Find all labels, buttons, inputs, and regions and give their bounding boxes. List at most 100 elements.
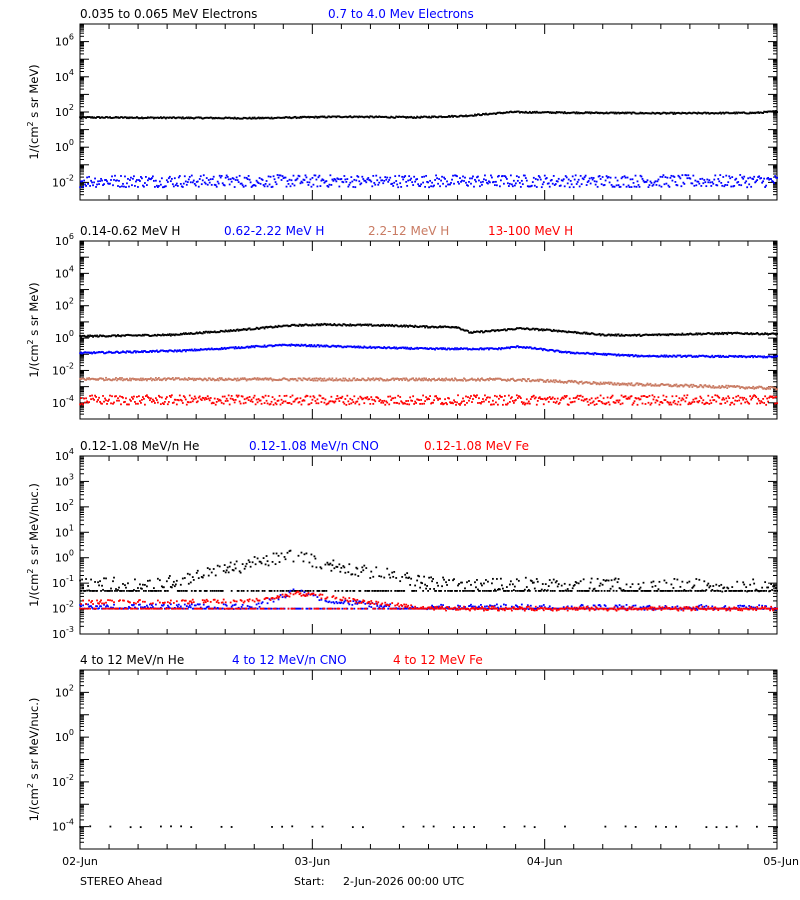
data-point <box>668 385 671 387</box>
data-point <box>353 395 356 398</box>
y-tick-label: 10-4 <box>52 394 74 410</box>
data-point <box>320 179 323 182</box>
data-point <box>203 181 206 184</box>
data-point <box>617 401 620 404</box>
data-point <box>297 377 300 380</box>
series-1-3 <box>79 394 778 406</box>
data-point <box>151 116 154 119</box>
data-point <box>669 384 672 386</box>
data-point <box>379 176 382 179</box>
data-point <box>506 328 509 331</box>
data-point <box>148 397 150 399</box>
data-point <box>160 334 163 337</box>
data-point <box>418 185 421 187</box>
data-point <box>349 345 352 348</box>
data-point <box>696 400 699 403</box>
data-point <box>412 395 415 398</box>
data-point <box>157 334 160 336</box>
data-point <box>131 184 133 187</box>
data-point <box>214 184 217 187</box>
data-point <box>546 110 549 113</box>
data-point <box>715 112 718 115</box>
data-point <box>624 176 627 179</box>
data-point <box>741 176 744 179</box>
data-point <box>631 111 634 114</box>
data-point <box>194 116 197 119</box>
data-point <box>683 355 686 357</box>
data-point <box>137 186 139 188</box>
data-point <box>124 378 126 381</box>
data-point <box>688 111 691 114</box>
data-point <box>674 112 677 115</box>
data-point <box>657 384 660 387</box>
data-point <box>91 181 93 184</box>
data-point <box>110 179 112 181</box>
data-point <box>384 346 387 349</box>
data-point <box>425 115 428 118</box>
data-point <box>446 325 448 328</box>
data-point <box>678 397 681 400</box>
data-point <box>637 354 640 357</box>
data-point <box>493 329 495 332</box>
data-point <box>730 385 733 388</box>
data-point <box>249 328 252 331</box>
data-point <box>209 178 212 181</box>
data-point <box>97 399 99 401</box>
data-point <box>678 385 681 388</box>
data-point <box>763 333 766 336</box>
data-point <box>112 378 114 381</box>
data-point <box>290 378 293 381</box>
data-point <box>332 324 335 326</box>
data-point <box>268 403 271 406</box>
data-point <box>743 355 746 358</box>
data-point <box>752 178 755 181</box>
data-point <box>284 400 287 403</box>
data-point <box>517 327 520 330</box>
data-point <box>727 111 730 114</box>
data-point <box>689 354 692 357</box>
data-point <box>105 116 107 118</box>
data-point <box>113 178 115 181</box>
data-point <box>646 396 649 398</box>
data-point <box>497 329 500 332</box>
data-point <box>763 402 766 404</box>
data-point <box>126 350 128 353</box>
data-point <box>395 115 398 118</box>
data-point <box>524 347 527 349</box>
data-point <box>299 377 302 380</box>
data-point <box>431 325 433 328</box>
data-point <box>639 111 642 114</box>
data-point <box>505 403 508 406</box>
data-point <box>500 379 503 382</box>
data-point <box>499 329 502 332</box>
data-point <box>525 398 528 401</box>
data-point <box>107 116 109 119</box>
data-point <box>574 112 577 115</box>
data-point <box>163 400 166 403</box>
data-point <box>578 112 581 115</box>
data-point <box>426 398 429 401</box>
data-point <box>757 386 760 389</box>
data-point <box>339 396 342 399</box>
data-point <box>578 332 581 335</box>
data-point <box>515 379 518 382</box>
data-point <box>269 344 272 347</box>
legend-entry: 0.035 to 0.065 MeV Electrons <box>80 7 257 21</box>
data-point <box>610 381 613 384</box>
data-point <box>523 174 526 177</box>
data-point <box>483 113 485 115</box>
data-point <box>346 394 349 397</box>
data-point <box>498 377 501 380</box>
data-point <box>477 402 479 404</box>
data-point <box>634 354 637 356</box>
data-point <box>82 185 84 188</box>
data-point <box>457 115 459 118</box>
data-point <box>410 325 413 328</box>
data-point <box>425 174 428 177</box>
data-point <box>426 379 429 381</box>
data-point <box>167 177 170 180</box>
data-point <box>461 347 463 350</box>
data-point <box>378 379 381 382</box>
data-point <box>497 403 499 406</box>
data-point <box>672 354 675 357</box>
